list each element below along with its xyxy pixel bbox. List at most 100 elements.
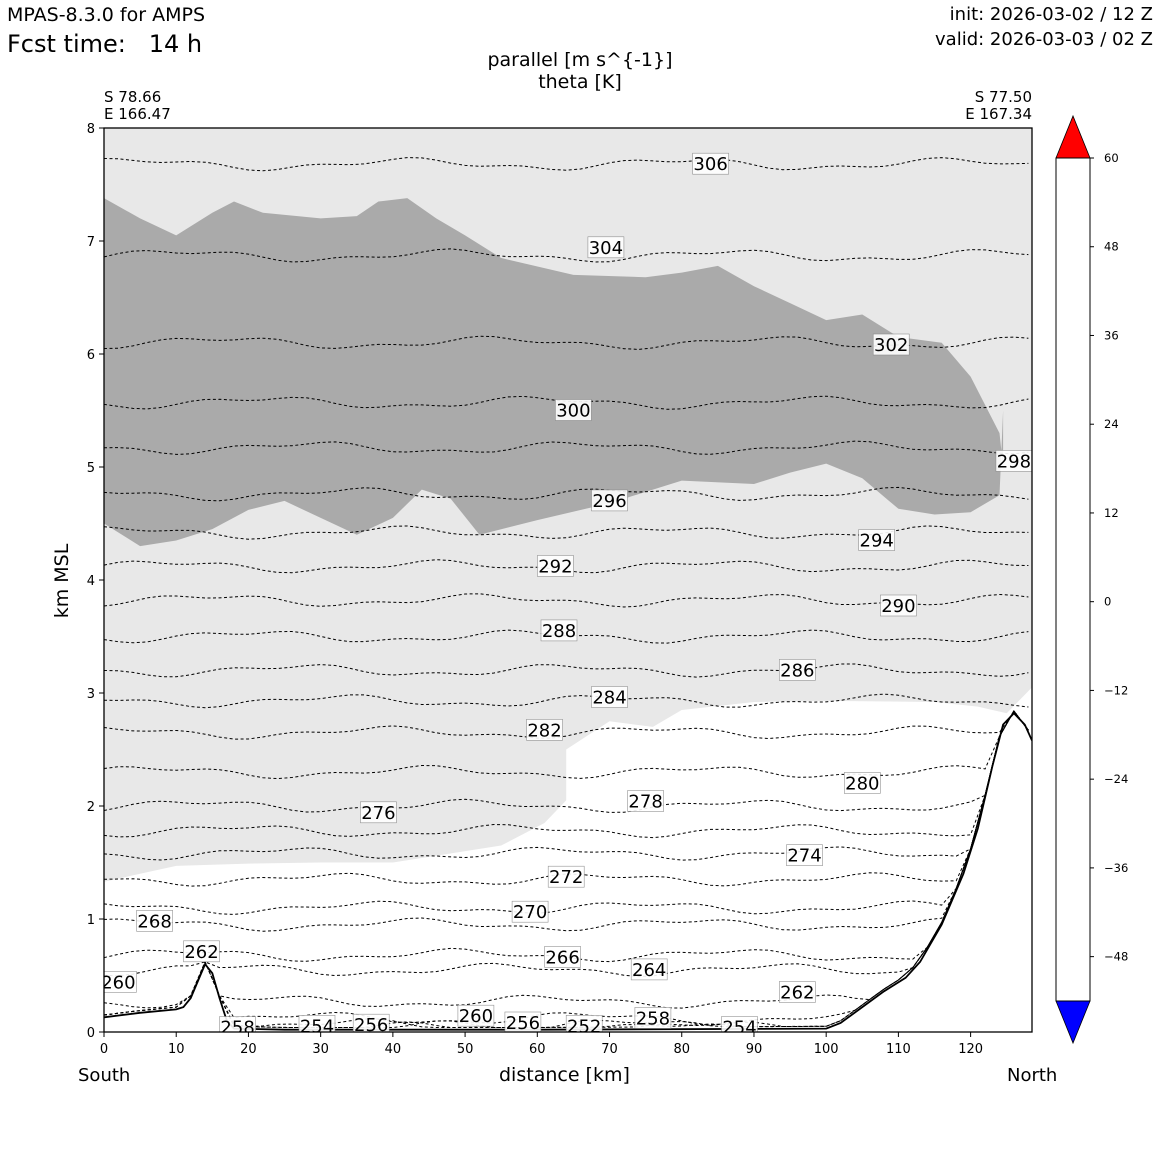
- y-tick-label: 2: [87, 800, 95, 815]
- contour-label-box: [457, 1004, 495, 1027]
- x-tick-label: 20: [240, 1042, 257, 1057]
- terrain-line: [104, 712, 1032, 1031]
- contour-label-text: 282: [527, 720, 561, 741]
- contour-label: 280: [843, 772, 881, 794]
- contour-label: 276: [360, 801, 397, 824]
- south-label: South: [78, 1065, 131, 1086]
- contour-label: 262: [778, 981, 816, 1004]
- colorbar-tick-label: −24: [1104, 772, 1128, 786]
- theta-contour-290: [104, 593, 1029, 608]
- contour-label-box: [504, 1011, 542, 1032]
- contour-label: 260: [457, 1004, 495, 1027]
- contour-label-text: 266: [545, 947, 579, 968]
- contour-label-box: [627, 790, 664, 812]
- theta-contour-292: [104, 559, 1029, 574]
- right-corner-coords: S 77.50 E 167.34: [965, 89, 1032, 123]
- contour-label-text: 260: [459, 1006, 493, 1027]
- contour-label: 252: [565, 1015, 603, 1037]
- contour-label-box: [104, 970, 137, 993]
- y-tick-label: 1: [87, 913, 95, 928]
- plot-area: 3063043023002982962942922902882862842822…: [87, 122, 1033, 1057]
- contour-label-box: [360, 801, 397, 824]
- contour-label: 266: [544, 946, 581, 968]
- contour-label-box: [843, 772, 881, 794]
- contour-label: 258: [219, 1016, 256, 1032]
- contour-label: 256: [352, 1013, 390, 1036]
- contour-label: 272: [547, 865, 585, 888]
- contour-label: 254: [298, 1015, 336, 1032]
- left-corner-coords: S 78.66 E 166.47: [104, 89, 171, 123]
- contour-label: 258: [634, 1007, 672, 1029]
- colorbar-tick-label: 60: [1104, 151, 1119, 165]
- y-tick-label: 4: [87, 574, 95, 589]
- contour-label-text: 288: [542, 621, 576, 642]
- x-axis-label: distance [km]: [499, 1064, 630, 1086]
- theta-contour-304: [104, 248, 1029, 263]
- contour-label-box: [298, 1015, 336, 1032]
- contour-label-text: 286: [780, 660, 814, 681]
- contour-label-text: 280: [845, 773, 879, 794]
- contour-label-box: [555, 399, 592, 421]
- y-tick-label: 0: [87, 1026, 95, 1041]
- model-name: MPAS-8.3.0 for AMPS: [7, 4, 206, 26]
- contour-label-box: [872, 333, 910, 356]
- theta-contour-284: [104, 693, 1029, 709]
- contour-label: 296: [591, 489, 628, 512]
- x-tick-label: 120: [958, 1042, 983, 1057]
- contour-label-text: 256: [354, 1015, 388, 1036]
- contour-label-text: 292: [538, 556, 572, 577]
- shade-dark-band: [104, 198, 1004, 547]
- x-tick-label: 50: [457, 1042, 474, 1057]
- chart-title-line2: theta [K]: [538, 71, 622, 93]
- theta-contour-288: [104, 629, 1029, 644]
- theta-contour-268: [104, 710, 1029, 932]
- y-tick-label: 3: [87, 687, 95, 702]
- contour-label-text: 270: [513, 902, 547, 923]
- contour-label-box: [721, 1016, 758, 1032]
- contour-label: 270: [511, 900, 549, 923]
- contour-label-box: [591, 686, 628, 708]
- contour-label: 256: [504, 1011, 542, 1032]
- theta-contour-272: [104, 710, 1029, 887]
- colorbar-tick-label: −36: [1104, 861, 1128, 875]
- right-corner-lon: E 167.34: [965, 105, 1032, 123]
- colorbar-tick-label: 24: [1104, 417, 1119, 431]
- right-corner-lat: S 77.50: [974, 88, 1032, 106]
- contour-label-text: 262: [780, 983, 814, 1004]
- theta-contour-278: [104, 710, 1029, 813]
- contour-label: 282: [526, 718, 563, 741]
- theta-contour-306: [104, 157, 1029, 172]
- x-tick-label: 30: [312, 1042, 329, 1057]
- contour-label-text: 284: [592, 688, 626, 709]
- theta-contour-270: [104, 710, 1029, 915]
- theta-contour-260: [104, 710, 1029, 1026]
- colorbar-tick-label: 0: [1104, 595, 1111, 609]
- contour-label: 284: [591, 686, 628, 709]
- theta-contour-298: [104, 440, 1029, 455]
- contour-label: 300: [555, 399, 592, 422]
- y-tick-label: 5: [87, 461, 95, 476]
- colorbar-bottom-extend: [1055, 1000, 1091, 1045]
- x-tick-label: 40: [385, 1042, 402, 1057]
- forecast-time-label: Fcst time:: [7, 30, 126, 58]
- theta-contour-264: [104, 710, 1029, 978]
- contour-label-text: 258: [636, 1008, 670, 1029]
- contour-label: 262: [183, 940, 220, 963]
- x-tick-label: 90: [746, 1042, 763, 1057]
- contour-label-text: 252: [567, 1016, 601, 1037]
- contour-label: 292: [537, 555, 574, 577]
- x-tick-label: 70: [601, 1042, 618, 1057]
- contour-label: 294: [858, 529, 896, 552]
- y-tick-label: 8: [87, 122, 95, 137]
- contour-label: 302: [872, 333, 910, 356]
- contour-label: 306: [692, 152, 729, 175]
- colorbar-frame: [1055, 157, 1091, 1002]
- contour-label-box: [591, 489, 628, 512]
- contour-label-box: [778, 659, 816, 681]
- contour-label-text: 298: [997, 451, 1031, 472]
- contour-label-box: [634, 1007, 672, 1029]
- contour-label: 298: [995, 450, 1032, 472]
- contour-label: 268: [136, 909, 173, 932]
- contour-label-text: 264: [632, 960, 666, 981]
